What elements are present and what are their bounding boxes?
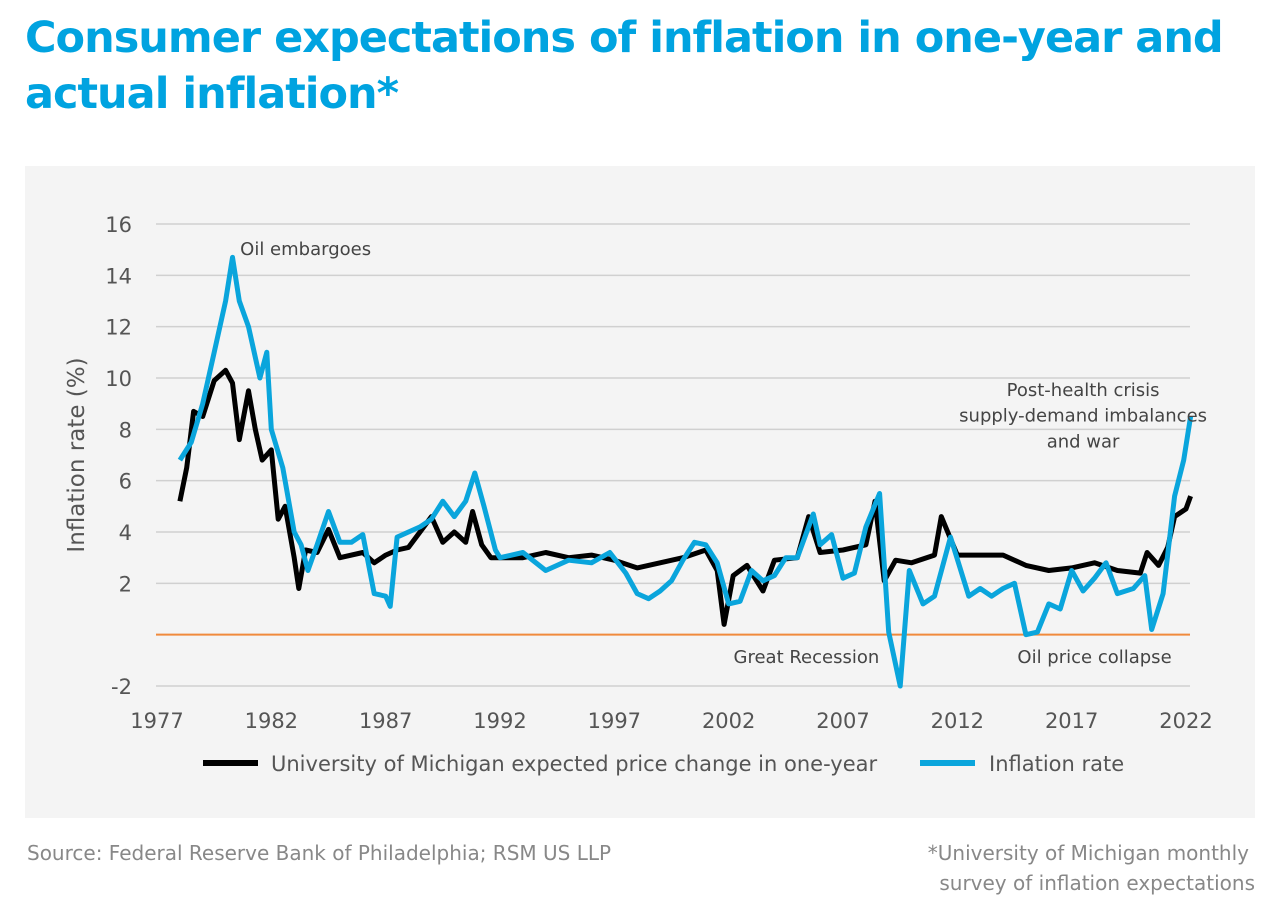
y-tick-label: -2 [111, 675, 132, 699]
y-tick-label: 10 [105, 367, 132, 391]
x-tick-label: 1982 [245, 709, 298, 733]
annotation: Oil price collapse [1017, 647, 1171, 668]
annotation: Oil embargoes [240, 239, 371, 260]
legend-label-michigan: University of Michigan expected price ch… [271, 752, 878, 776]
legend: University of Michigan expected price ch… [203, 752, 1124, 776]
x-tick-label: 1997 [588, 709, 641, 733]
x-tick-label: 1992 [473, 709, 526, 733]
x-tick-label: 2012 [931, 709, 984, 733]
footnote-line-1: *University of Michigan monthly [927, 841, 1249, 865]
annotation: Post-health crisis [1007, 380, 1160, 401]
x-tick-label: 1987 [359, 709, 412, 733]
annotation: supply-demand imbalances [959, 406, 1207, 427]
legend-label-inflation: Inflation rate [989, 752, 1124, 776]
source-note: Source: Federal Reserve Bank of Philadel… [27, 841, 612, 865]
y-tick-label: 14 [105, 264, 132, 288]
chart-title: Consumer expectations of inflation in on… [25, 13, 1224, 119]
inflation-rate-line [177, 254, 1194, 689]
x-tick-label: 1977 [130, 709, 183, 733]
x-tick-label: 2007 [816, 709, 869, 733]
x-tick-label: 2022 [1159, 709, 1212, 733]
y-axis-label: Inflation rate (%) [64, 357, 90, 552]
y-tick-label: 6 [119, 470, 132, 494]
y-tick-label: 16 [105, 213, 132, 237]
footnote-line-2: survey of inflation expectations [939, 871, 1255, 895]
x-tick-label: 2002 [702, 709, 755, 733]
y-tick-label: 12 [105, 316, 132, 340]
annotation: Great Recession [734, 647, 880, 668]
y-tick-label: 2 [119, 572, 132, 596]
michigan-expectations-line [177, 367, 1193, 627]
annotation: and war [1047, 431, 1120, 452]
y-tick-label: 4 [119, 521, 132, 545]
y-tick-label: 8 [119, 418, 132, 442]
x-tick-label: 2017 [1045, 709, 1098, 733]
